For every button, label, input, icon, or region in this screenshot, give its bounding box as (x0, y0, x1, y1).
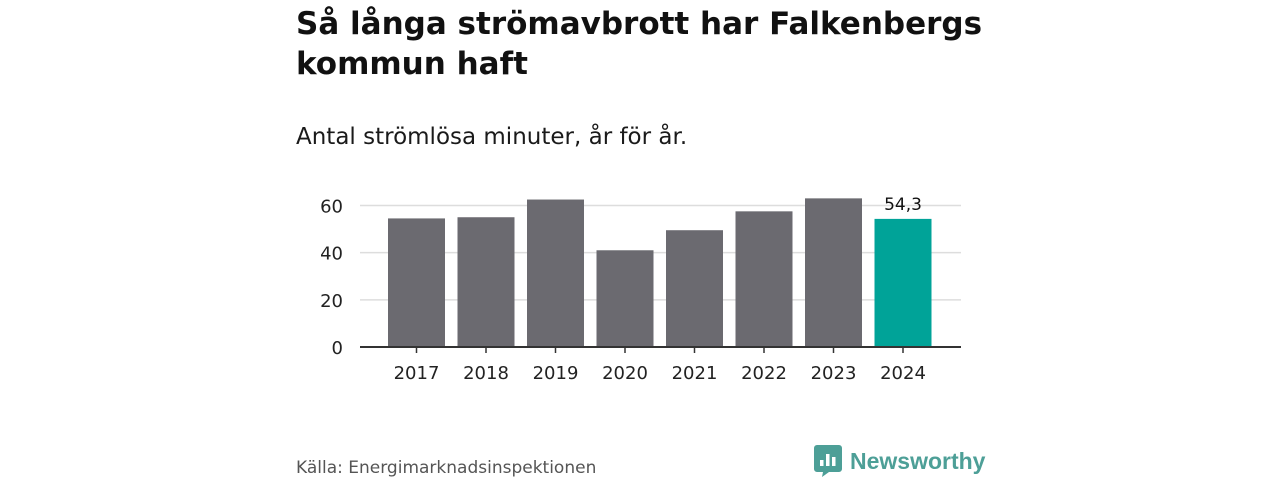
chart-subtitle: Antal strömlösa minuter, år för år. (296, 124, 688, 150)
x-tick-label: 2017 (394, 363, 440, 384)
x-tick-label: 2022 (741, 363, 787, 384)
x-tick-label: 2018 (463, 363, 509, 384)
bar-2020 (596, 250, 654, 347)
bar-2024 (874, 218, 932, 347)
bar-2021 (666, 230, 723, 347)
data-label: 54,3 (884, 195, 922, 215)
bar-2017 (388, 218, 445, 347)
y-tick-label: 40 (320, 244, 343, 265)
x-tick-label: 2023 (811, 363, 857, 384)
y-tick-label: 60 (320, 196, 343, 217)
chart-title: Så långa strömavbrott har Falkenbergs ko… (296, 6, 983, 82)
y-tick-label: 0 (332, 338, 343, 359)
brand-logo: Newsworthy (814, 445, 985, 477)
y-tick-label: 20 (320, 291, 343, 312)
bar-2019 (527, 199, 584, 347)
bar-2018 (457, 217, 515, 347)
newsworthy-logo-icon (814, 445, 842, 477)
bar-chart: 0 20 40 60 2017 2018 2019 2020 2021 2022 2023 2024 5… (320, 195, 961, 384)
bar-2022 (735, 211, 793, 347)
x-tick-label: 2024 (880, 363, 926, 384)
brand-name: Newsworthy (850, 448, 986, 474)
bar-2023 (805, 198, 862, 347)
x-tick-label: 2019 (533, 363, 579, 384)
x-tick-label: 2021 (672, 363, 718, 384)
source-note: Källa: Energimarknadsinspektionen (296, 458, 597, 478)
x-tick-label: 2020 (602, 363, 648, 384)
